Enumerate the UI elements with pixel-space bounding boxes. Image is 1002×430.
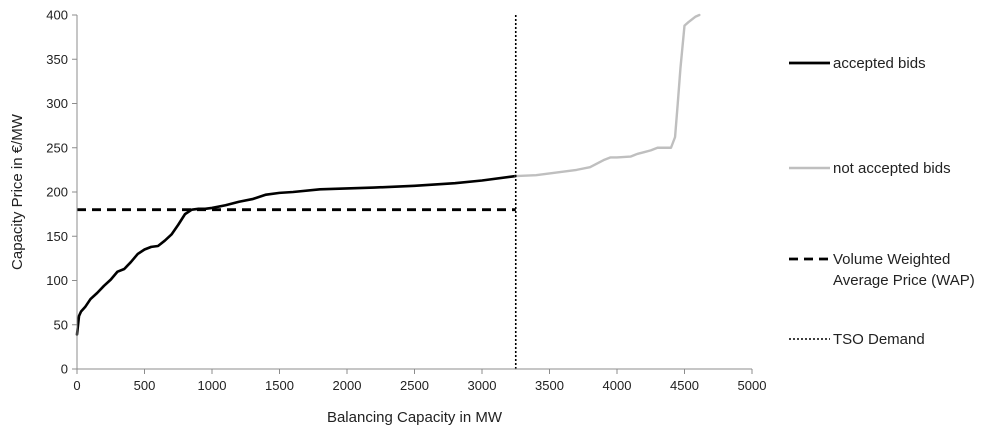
legend-label-tso-demand: TSO Demand [833, 331, 925, 348]
x-tick-label: 4500 [670, 378, 699, 393]
x-tick-label: 0 [73, 378, 80, 393]
y-tick-label: 150 [46, 229, 68, 244]
y-tick-label: 300 [46, 96, 68, 111]
x-tick-label: 1500 [265, 378, 294, 393]
legend-label-line: accepted bids [833, 55, 926, 72]
series-not-accepted-bids-line [514, 13, 701, 178]
legend-label-not-accepted-bids: not accepted bids [833, 160, 951, 177]
y-tick-label: 400 [46, 8, 68, 23]
legend-label-volume-weighted-average-price-wap: Volume Weighted Average Price (WAP) [833, 251, 975, 289]
series-accepted-bids-line [75, 174, 518, 336]
x-tick-label: 4000 [603, 378, 632, 393]
legend: accepted bids not accepted bids Volume Wei… [789, 55, 975, 348]
legend-label-accepted-bids: accepted bids [833, 55, 926, 72]
y-tick-label: 200 [46, 185, 68, 200]
legend-label-line: Volume Weighted [833, 251, 950, 268]
x-tick-label: 1000 [198, 378, 227, 393]
x-tick-label: 3500 [535, 378, 564, 393]
y-tick-label: 350 [46, 52, 68, 67]
x-tick-label: 3000 [468, 378, 497, 393]
plot-area [75, 13, 701, 369]
y-axis-title: Capacity Price in €/MW [9, 113, 26, 270]
y-tick-label: 0 [61, 362, 68, 377]
axes [72, 14, 753, 374]
x-tick-label: 5000 [738, 378, 767, 393]
legend-label-line: not accepted bids [833, 160, 951, 177]
x-tick-label: 2000 [333, 378, 362, 393]
x-tick-label: 500 [134, 378, 156, 393]
x-axis-title: Balancing Capacity in MW [327, 409, 503, 426]
legend-label-line: Average Price (WAP) [833, 272, 975, 289]
tick-labels: 0 500 1000 1500 2000 2500 3000 3500 4000 4500 5000… [46, 8, 766, 394]
legend-label-line: TSO Demand [833, 331, 925, 348]
x-tick-label: 2500 [400, 378, 429, 393]
y-tick-label: 50 [54, 317, 68, 332]
y-tick-label: 250 [46, 140, 68, 155]
y-tick-label: 100 [46, 273, 68, 288]
